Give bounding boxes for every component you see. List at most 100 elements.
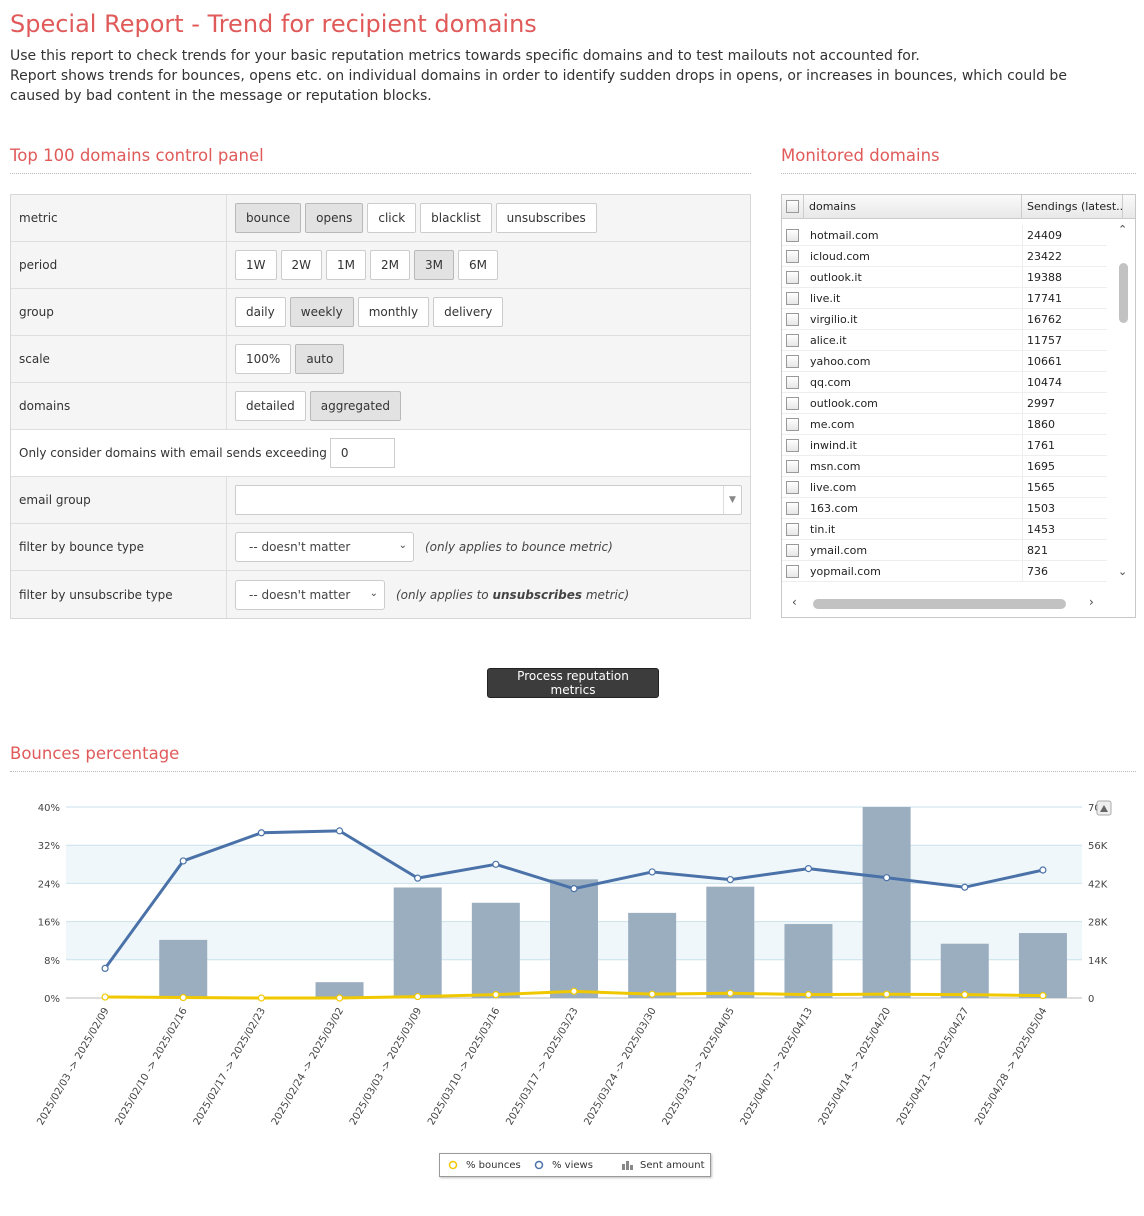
intro-line-2: Report shows trends for bounces, opens e… <box>10 68 1067 104</box>
grid-row[interactable]: 163.com 1503 <box>782 498 1107 519</box>
row-sendings: 2997 <box>1027 397 1055 410</box>
period-1w-button[interactable]: 1W <box>235 250 277 280</box>
row-checkbox[interactable] <box>786 502 799 515</box>
grid-row[interactable]: live.it 17741 <box>782 288 1107 309</box>
group-options: daily weekly monthly delivery <box>227 289 750 335</box>
bounce-hint-pre: (only applies to <box>425 540 518 554</box>
row-domain: live.com <box>810 481 857 494</box>
grid-row[interactable]: tin.it 1453 <box>782 519 1107 540</box>
unsub-filter-row: filter by unsubscribe type -- doesn't ma… <box>11 571 750 618</box>
scale-100-button[interactable]: 100% <box>235 344 292 374</box>
grid-row[interactable]: alice.it 11757 <box>782 330 1107 351</box>
row-checkbox[interactable] <box>786 292 799 305</box>
domains-aggregated-button[interactable]: aggregated <box>309 391 402 421</box>
row-checkbox[interactable] <box>786 334 799 347</box>
col-sendings[interactable]: Sendings (latest... <box>1023 195 1123 219</box>
group-daily-button[interactable]: daily <box>235 297 286 327</box>
grid-row[interactable]: icloud.com 23422 <box>782 246 1107 267</box>
row-checkbox[interactable] <box>786 439 799 452</box>
grid-row[interactable]: msn.com 1695 <box>782 456 1107 477</box>
metric-bounce-button[interactable]: bounce <box>235 203 302 233</box>
row-checkbox[interactable] <box>786 460 799 473</box>
period-options: 1W 2W 1M 2M 3M 6M <box>227 242 750 288</box>
grid-row[interactable]: virgilio.it 16762 <box>782 309 1107 330</box>
row-checkbox[interactable] <box>786 544 799 557</box>
y-right-tick-label: 42K <box>1088 879 1108 890</box>
row-checkbox[interactable] <box>786 397 799 410</box>
row-checkbox[interactable] <box>786 565 799 578</box>
row-checkbox[interactable] <box>786 271 799 284</box>
row-checkbox[interactable] <box>786 250 799 263</box>
y-left-tick-label: 24% <box>38 879 60 890</box>
sent-bar <box>393 887 442 998</box>
group-monthly-button[interactable]: monthly <box>357 297 430 327</box>
row-checkbox[interactable] <box>786 523 799 536</box>
chevron-right-icon[interactable]: › <box>1089 595 1094 609</box>
row-checkbox[interactable] <box>786 481 799 494</box>
views-point <box>883 874 891 882</box>
group-row: group daily weekly monthly delivery <box>11 289 750 336</box>
grid-row[interactable]: outlook.com 2997 <box>782 393 1107 414</box>
column-divider <box>1022 267 1023 288</box>
period-3m-button[interactable]: 3M <box>414 250 454 280</box>
email-group-select[interactable]: ▼ <box>235 485 742 515</box>
domains-label: domains <box>11 383 227 429</box>
grid-row[interactable]: me.com 1860 <box>782 414 1107 435</box>
column-divider <box>1022 561 1023 582</box>
legend-bounces[interactable]: % bounces <box>446 1154 521 1176</box>
horizontal-scrollbar[interactable]: ‹ › <box>786 595 1106 611</box>
x-tick-label: 2025/04/14 -> 2025/04/20 <box>817 1006 893 1127</box>
row-checkbox[interactable] <box>786 376 799 389</box>
y-right-tick-label: 14K <box>1088 956 1108 967</box>
metric-click-button[interactable]: click <box>367 203 417 233</box>
legend-views[interactable]: % views <box>532 1154 593 1176</box>
legend-sent[interactable]: Sent amount <box>620 1154 705 1176</box>
row-sendings: 1565 <box>1027 481 1055 494</box>
chevron-down-icon[interactable]: ⌄ <box>1118 565 1128 578</box>
min-sends-input[interactable]: 0 <box>329 438 395 468</box>
x-tick-label: 2025/03/03 -> 2025/03/09 <box>348 1006 424 1127</box>
period-2w-button[interactable]: 2W <box>280 250 322 280</box>
period-2m-button[interactable]: 2M <box>370 250 410 280</box>
grid-row[interactable]: ymail.com 821 <box>782 540 1107 561</box>
process-metrics-button[interactable]: Process reputation metrics <box>487 668 659 698</box>
grid-row[interactable]: hotmail.com 24409 <box>782 225 1107 246</box>
y-left-tick-label: 8% <box>44 956 60 967</box>
bounces-point <box>492 991 500 999</box>
period-6m-button[interactable]: 6M <box>458 250 498 280</box>
group-delivery-button[interactable]: delivery <box>433 297 504 327</box>
col-domains[interactable]: domains <box>805 195 1022 219</box>
metric-blacklist-button[interactable]: blacklist <box>420 203 492 233</box>
group-weekly-button[interactable]: weekly <box>289 297 354 327</box>
grid-row[interactable]: qq.com 10474 <box>782 372 1107 393</box>
row-checkbox[interactable] <box>786 355 799 368</box>
vertical-scrollbar[interactable]: ⌃ ⌄ <box>1115 223 1133 583</box>
grid-row[interactable]: inwind.it 1761 <box>782 435 1107 456</box>
metric-unsubscribes-button[interactable]: unsubscribes <box>495 203 597 233</box>
select-all-checkbox[interactable] <box>786 200 799 213</box>
domains-detailed-button[interactable]: detailed <box>235 391 306 421</box>
chart-heading: Bounces percentage <box>10 744 180 763</box>
scale-auto-button[interactable]: auto <box>295 344 345 374</box>
metric-opens-button[interactable]: opens <box>305 203 364 233</box>
column-divider <box>1022 309 1023 330</box>
period-1m-button[interactable]: 1M <box>326 250 366 280</box>
scrollbar-thumb[interactable] <box>813 599 1066 609</box>
grid-row[interactable]: outlook.it 19388 <box>782 267 1107 288</box>
chevron-left-icon[interactable]: ‹ <box>792 595 797 609</box>
row-checkbox[interactable] <box>786 418 799 431</box>
grid-row[interactable]: yahoo.com 10661 <box>782 351 1107 372</box>
sent-bar <box>315 982 364 998</box>
chevron-up-icon[interactable]: ⌃ <box>1118 223 1128 236</box>
row-checkbox[interactable] <box>786 313 799 326</box>
row-sendings: 16762 <box>1027 313 1062 326</box>
chart-divider <box>10 771 1136 772</box>
bounce-filter-select[interactable]: -- doesn't matter ⌄ <box>235 532 414 562</box>
grid-row[interactable]: live.com 1565 <box>782 477 1107 498</box>
column-divider <box>1022 288 1023 309</box>
scrollbar-thumb[interactable] <box>1119 263 1128 323</box>
email-group-label: email group <box>11 477 227 523</box>
unsub-filter-select[interactable]: -- doesn't matter ⌄ <box>235 579 385 610</box>
row-checkbox[interactable] <box>786 229 799 242</box>
grid-row[interactable]: yopmail.com 736 <box>782 561 1107 582</box>
